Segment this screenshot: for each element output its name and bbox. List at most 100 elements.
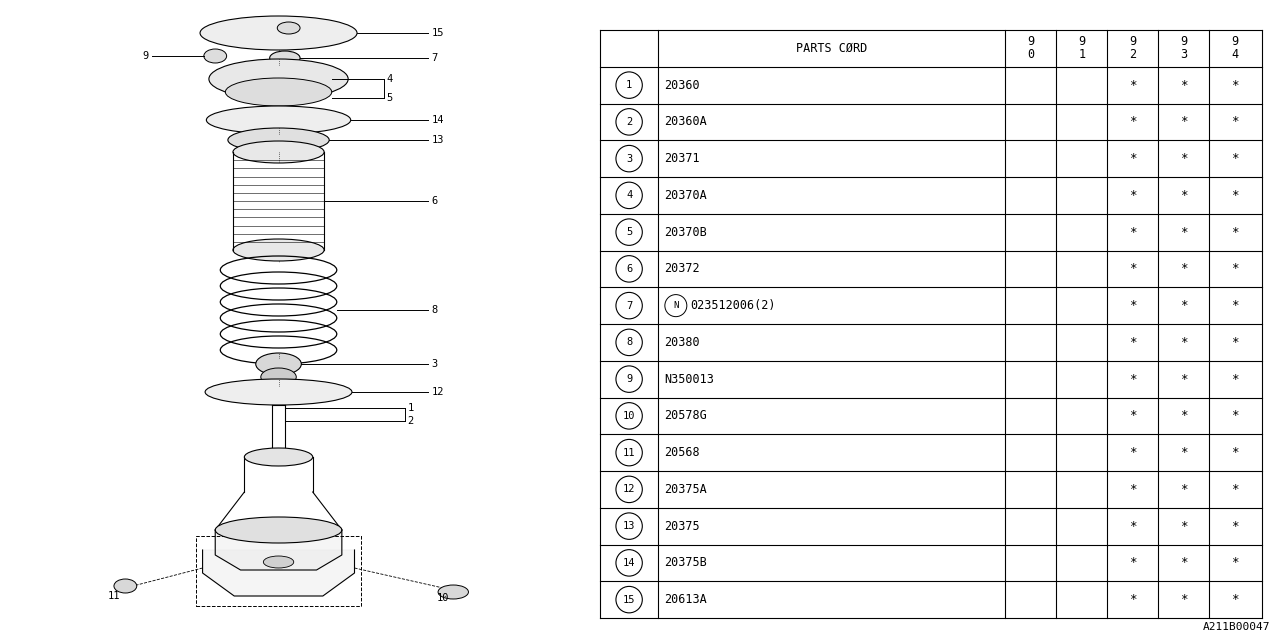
Text: 13: 13 xyxy=(431,135,444,145)
Text: *: * xyxy=(1129,410,1137,422)
Text: 11: 11 xyxy=(108,591,120,601)
Text: *: * xyxy=(1180,226,1188,239)
Text: 20578G: 20578G xyxy=(664,410,707,422)
Ellipse shape xyxy=(264,556,293,568)
Text: *: * xyxy=(1231,593,1238,606)
Text: *: * xyxy=(1180,556,1188,570)
Text: 20372: 20372 xyxy=(664,262,699,275)
Text: *: * xyxy=(1231,79,1238,92)
Text: 20370B: 20370B xyxy=(664,226,707,239)
Ellipse shape xyxy=(114,579,137,593)
Ellipse shape xyxy=(206,106,351,134)
Text: *: * xyxy=(1129,189,1137,202)
Text: 20375A: 20375A xyxy=(664,483,707,496)
Ellipse shape xyxy=(278,22,300,34)
Text: 20613A: 20613A xyxy=(664,593,707,606)
Text: *: * xyxy=(1231,520,1238,532)
Text: *: * xyxy=(1180,593,1188,606)
Text: *: * xyxy=(1231,189,1238,202)
Text: 20360A: 20360A xyxy=(664,115,707,129)
Text: *: * xyxy=(1231,410,1238,422)
Text: *: * xyxy=(1180,483,1188,496)
Text: *: * xyxy=(1180,262,1188,275)
Ellipse shape xyxy=(215,517,342,543)
Text: 14: 14 xyxy=(623,558,635,568)
Text: *: * xyxy=(1180,446,1188,459)
Text: *: * xyxy=(1129,152,1137,165)
Text: 20375: 20375 xyxy=(664,520,699,532)
Text: *: * xyxy=(1180,336,1188,349)
Text: *: * xyxy=(1231,299,1238,312)
Text: *: * xyxy=(1180,79,1188,92)
Text: 4: 4 xyxy=(387,74,393,84)
Text: *: * xyxy=(1231,152,1238,165)
Text: 20375B: 20375B xyxy=(664,556,707,570)
Ellipse shape xyxy=(228,128,329,152)
Text: 9
3: 9 3 xyxy=(1180,35,1188,61)
Text: *: * xyxy=(1129,372,1137,386)
Text: 3: 3 xyxy=(626,154,632,164)
Text: *: * xyxy=(1180,189,1188,202)
Text: 023512006(2): 023512006(2) xyxy=(690,299,776,312)
Text: *: * xyxy=(1180,372,1188,386)
Text: *: * xyxy=(1231,115,1238,129)
Text: *: * xyxy=(1129,299,1137,312)
Text: PARTS CØRD: PARTS CØRD xyxy=(796,42,868,55)
Text: 9: 9 xyxy=(626,374,632,384)
Text: 4: 4 xyxy=(626,190,632,200)
Polygon shape xyxy=(202,550,355,596)
Text: 12: 12 xyxy=(623,484,635,494)
Ellipse shape xyxy=(438,585,468,599)
Text: 2: 2 xyxy=(626,117,632,127)
Text: 10: 10 xyxy=(623,411,635,421)
Ellipse shape xyxy=(200,16,357,50)
Text: *: * xyxy=(1231,226,1238,239)
Text: *: * xyxy=(1231,556,1238,570)
Ellipse shape xyxy=(225,78,332,106)
Text: 20370A: 20370A xyxy=(664,189,707,202)
Text: N: N xyxy=(673,301,678,310)
Text: *: * xyxy=(1231,446,1238,459)
Text: *: * xyxy=(1180,152,1188,165)
Text: A211B00047: A211B00047 xyxy=(1202,622,1270,632)
Text: *: * xyxy=(1129,446,1137,459)
Text: *: * xyxy=(1129,520,1137,532)
Text: 5: 5 xyxy=(387,93,393,103)
Text: 9
0: 9 0 xyxy=(1028,35,1034,61)
Text: 7: 7 xyxy=(626,301,632,310)
Text: 8: 8 xyxy=(431,305,438,315)
Text: 9
2: 9 2 xyxy=(1129,35,1137,61)
Ellipse shape xyxy=(204,49,227,63)
Bar xyxy=(196,536,361,606)
Text: *: * xyxy=(1129,483,1137,496)
Text: *: * xyxy=(1129,262,1137,275)
Text: *: * xyxy=(1231,372,1238,386)
Ellipse shape xyxy=(233,141,324,163)
Ellipse shape xyxy=(261,368,296,386)
Text: 9
1: 9 1 xyxy=(1078,35,1085,61)
Text: *: * xyxy=(1231,262,1238,275)
Ellipse shape xyxy=(233,239,324,261)
Text: *: * xyxy=(1129,226,1137,239)
Ellipse shape xyxy=(244,448,312,466)
Ellipse shape xyxy=(256,353,301,375)
Text: 1: 1 xyxy=(626,80,632,90)
Text: 5: 5 xyxy=(626,227,632,237)
Text: 8: 8 xyxy=(626,337,632,348)
Text: *: * xyxy=(1129,336,1137,349)
Text: *: * xyxy=(1129,79,1137,92)
Text: 3: 3 xyxy=(431,359,438,369)
Text: 11: 11 xyxy=(623,447,635,458)
Text: 9
4: 9 4 xyxy=(1231,35,1238,61)
Polygon shape xyxy=(215,530,342,570)
Text: *: * xyxy=(1231,336,1238,349)
Text: *: * xyxy=(1129,115,1137,129)
Text: 20371: 20371 xyxy=(664,152,699,165)
Text: 10: 10 xyxy=(436,593,449,603)
Text: *: * xyxy=(1231,483,1238,496)
Text: *: * xyxy=(1180,299,1188,312)
Text: 20360: 20360 xyxy=(664,79,699,92)
Text: 9: 9 xyxy=(142,51,148,61)
Text: 15: 15 xyxy=(431,28,444,38)
Text: N350013: N350013 xyxy=(664,372,714,386)
